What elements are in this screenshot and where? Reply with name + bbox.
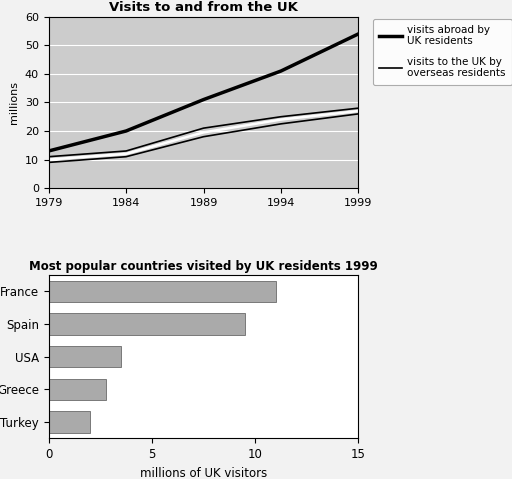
visits to the UK by
overseas residents — [123, 154, 129, 160]
Bar — [49, 346, 121, 367]
Line: visits to the UK by
overseas residents: visits to the UK by overseas residents — [49, 114, 358, 162]
visits abroad by
UK residents — [355, 31, 361, 37]
Title: Visits to and from the UK: Visits to and from the UK — [109, 1, 298, 14]
X-axis label: millions of UK visitors: millions of UK visitors — [140, 467, 267, 479]
Bar — [49, 281, 276, 302]
visits to the UK by
overseas residents — [200, 134, 206, 139]
Y-axis label: millions: millions — [9, 81, 19, 124]
Legend: visits abroad by
UK residents, visits to the UK by
overseas residents: visits abroad by UK residents, visits to… — [373, 19, 512, 85]
visits abroad by
UK residents — [200, 97, 206, 103]
Title: Most popular countries visited by UK residents 1999: Most popular countries visited by UK res… — [29, 260, 378, 273]
visits to the UK by
overseas residents — [355, 111, 361, 117]
Line: visits abroad by
UK residents: visits abroad by UK residents — [49, 34, 358, 151]
Bar — [49, 411, 90, 433]
visits abroad by
UK residents — [46, 148, 52, 154]
Bar — [49, 379, 106, 400]
Bar — [49, 313, 245, 335]
visits abroad by
UK residents — [123, 128, 129, 134]
visits to the UK by
overseas residents — [46, 160, 52, 165]
visits abroad by
UK residents — [278, 68, 284, 74]
visits to the UK by
overseas residents — [278, 121, 284, 127]
